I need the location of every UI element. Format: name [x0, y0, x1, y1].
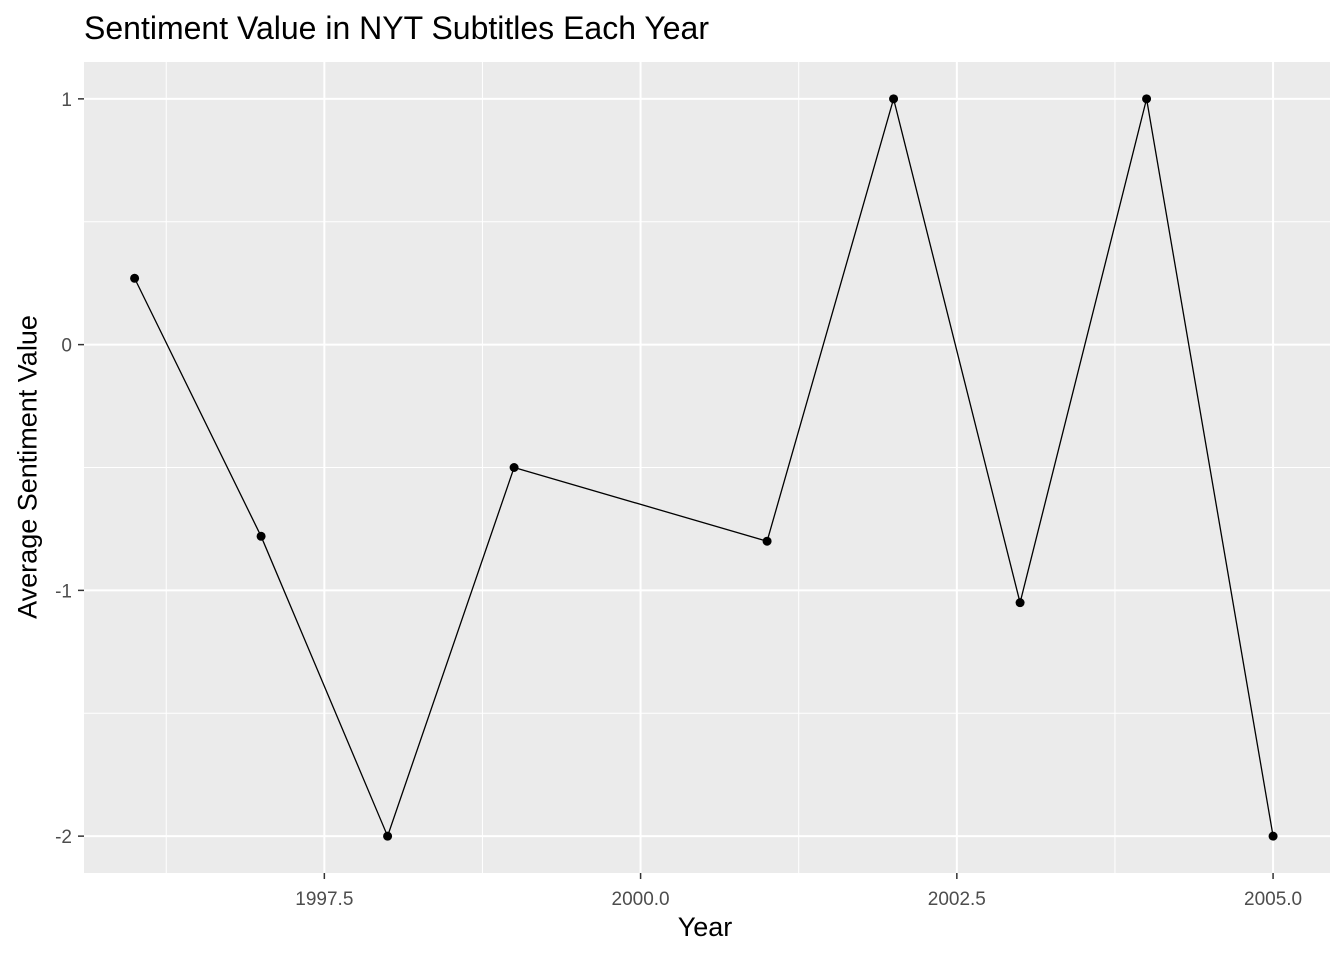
data-point: [762, 536, 772, 546]
y-tick-label: 1: [61, 90, 72, 111]
data-point: [130, 273, 140, 283]
x-axis-label: Year: [677, 912, 733, 942]
x-tick-label: 2000.0: [612, 889, 670, 910]
x-tick-label: 2005.0: [1244, 889, 1302, 910]
y-tick-label: 0: [61, 336, 72, 357]
data-point: [509, 463, 519, 472]
data-point: [1268, 831, 1278, 841]
y-tick-label: -1: [55, 581, 72, 602]
tick-labels: 1997.5 2000.0 2002.5 2005.0 -2 -1 0 1: [55, 90, 1302, 910]
data-series: [130, 94, 1278, 841]
data-point: [256, 531, 266, 541]
x-tick-label: 2002.5: [928, 889, 986, 910]
data-point: [889, 94, 899, 104]
axis-ticks: [78, 98, 1274, 879]
data-point: [383, 831, 393, 841]
data-point: [1015, 598, 1025, 608]
chart-title: Sentiment Value in NYT Subtitles Each Ye…: [84, 10, 709, 46]
minor-gridlines: [84, 62, 1330, 873]
major-gridlines: [84, 62, 1330, 873]
data-point: [1142, 94, 1152, 104]
y-tick-label: -2: [55, 827, 72, 848]
x-tick-label: 1997.5: [295, 889, 353, 910]
